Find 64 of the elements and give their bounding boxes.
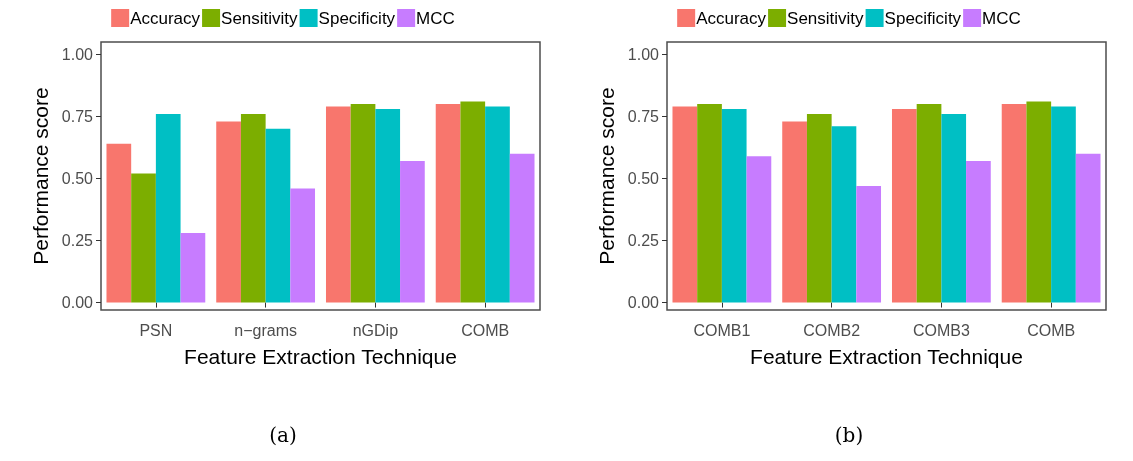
bar [891, 109, 917, 303]
bar [1026, 101, 1052, 303]
bar [721, 109, 747, 303]
bar [435, 104, 461, 303]
bar [265, 128, 291, 303]
x-tick-label: nGDip [352, 321, 399, 339]
bar [290, 188, 316, 303]
bar [400, 161, 425, 303]
x-tick-label: n−grams [234, 321, 297, 339]
bar [106, 143, 132, 303]
bar [509, 153, 535, 303]
y-tick-label: 0.50 [627, 169, 660, 187]
x-tick-label: COMB3 [912, 321, 970, 339]
legend-label: Accuracy [696, 8, 767, 28]
y-tick-label: 0.50 [61, 169, 94, 187]
bar [697, 104, 722, 303]
x-tick-label: COMB1 [693, 321, 751, 339]
bar [1001, 104, 1027, 303]
legend-label: Sensitivity [221, 8, 299, 28]
x-axis-title: Feature Extraction Technique [184, 345, 457, 368]
y-tick-label: 0.00 [61, 294, 94, 312]
bar [1075, 153, 1101, 303]
bar [782, 121, 807, 303]
bar [916, 104, 942, 303]
x-tick-label: PSN [139, 321, 173, 339]
y-tick-label: 0.00 [627, 294, 660, 312]
y-tick-label: 1.00 [627, 45, 660, 63]
bar [966, 161, 991, 303]
bar [180, 233, 206, 303]
bar [375, 109, 401, 303]
legend-label: Specificity [318, 8, 396, 28]
y-tick-label: 1.00 [61, 45, 94, 63]
bar [131, 173, 156, 303]
bar [672, 106, 698, 303]
y-axis-title: Performance score [28, 87, 52, 265]
bar [216, 121, 241, 303]
text: (b) [834, 423, 864, 447]
bar [155, 113, 181, 303]
bar [485, 106, 510, 303]
y-tick-label: 0.75 [627, 107, 660, 125]
legend-label: MCC [416, 8, 455, 28]
bar [941, 113, 967, 303]
bar [325, 106, 351, 303]
x-tick-label: COMB2 [803, 321, 861, 339]
x-axis-title: Feature Extraction Technique [750, 345, 1023, 368]
bar [856, 185, 882, 303]
bar [460, 101, 486, 303]
y-tick-label: 0.75 [61, 107, 94, 125]
legend-label: MCC [982, 8, 1021, 28]
y-axis-title: Performance score [594, 87, 618, 265]
bar [350, 104, 376, 303]
legend-label: Sensitivity [787, 8, 865, 28]
legend-label: Accuracy [130, 8, 201, 28]
bar [746, 156, 772, 303]
bar [806, 113, 832, 303]
text: (a) [269, 423, 297, 447]
y-tick-label: 0.25 [627, 232, 660, 250]
legend-label: Specificity [884, 8, 962, 28]
x-tick-label: COMB [1027, 321, 1076, 339]
bar [240, 113, 266, 303]
x-tick-label: COMB [461, 321, 510, 339]
y-tick-label: 0.25 [61, 232, 94, 250]
bar [831, 126, 857, 303]
bar [1051, 106, 1076, 303]
